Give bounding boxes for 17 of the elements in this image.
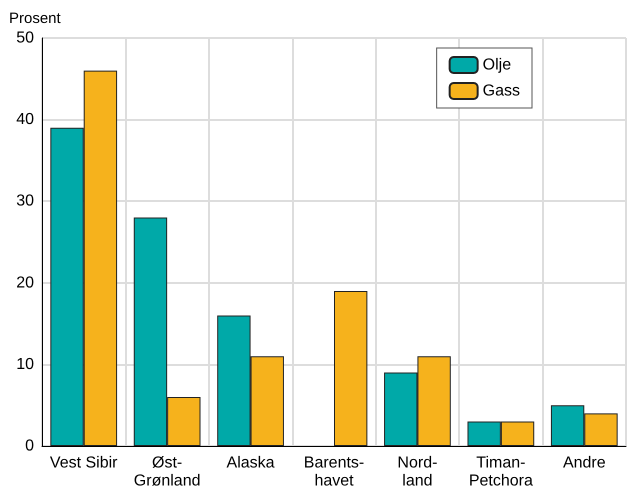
y-tick-label: 20 (16, 274, 34, 292)
x-tick-label: Øst- Grønland (134, 454, 200, 490)
bar (334, 290, 368, 446)
x-tick-label: Nord- land (397, 454, 438, 490)
legend-label: Olje (482, 56, 512, 74)
y-tick-label: 0 (25, 438, 34, 454)
y-tick-label: 40 (16, 111, 34, 128)
x-tick-label: Timan- Petchora (468, 454, 533, 490)
x-tick-label: Barents- havet (304, 454, 364, 490)
y-axis-title: Prosent (9, 10, 62, 27)
y-tick-label: 50 (16, 30, 34, 46)
x-tick-label: Andre (562, 454, 606, 472)
legend-label: Gass (482, 82, 520, 100)
y-tick-label: 30 (16, 192, 34, 210)
x-tick-label: Vest Sibir (50, 454, 118, 472)
x-tick-label: Alaska (226, 454, 275, 472)
y-tick-label: 10 (16, 356, 34, 373)
